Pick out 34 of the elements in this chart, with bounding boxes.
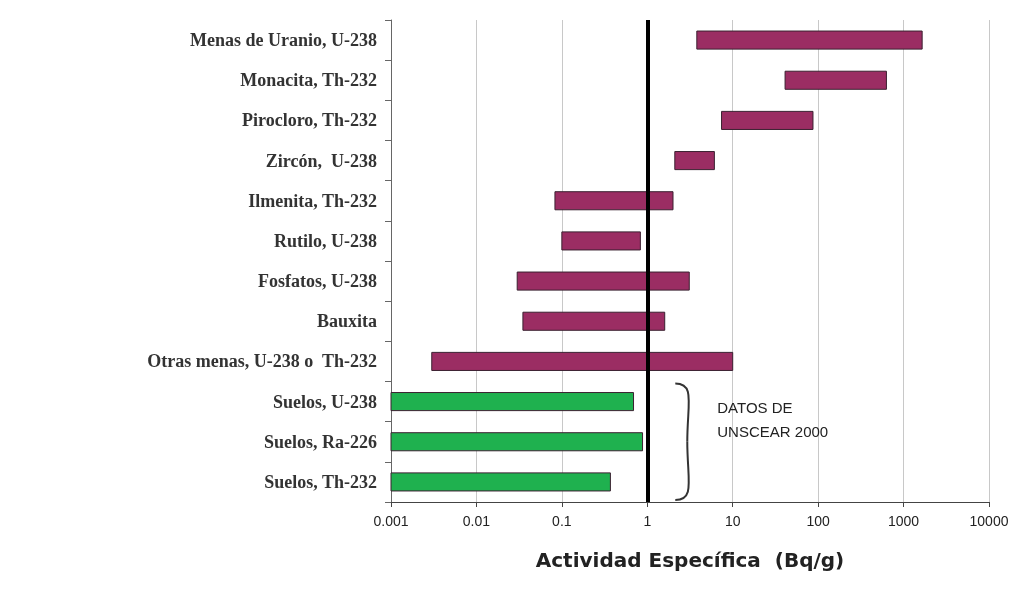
- y-tick-label: Fosfatos, U-238: [258, 271, 377, 292]
- x-tick-label: 1000: [887, 513, 920, 529]
- y-tick-label: Zircón, U-238: [265, 150, 377, 171]
- y-tick-label: Monacita, Th-232: [240, 70, 377, 91]
- x-tick-label: 1: [643, 513, 652, 529]
- y-tick-label: Menas de Uranio, U-238: [190, 30, 377, 51]
- y-tick-label: Ilmenita, Th-232: [248, 190, 377, 211]
- x-tick-label: 0.01: [462, 513, 491, 529]
- bar: [784, 70, 887, 90]
- y-tick-label: Suelos, Ra-226: [263, 431, 377, 452]
- y-tick-label: Pirocloro, Th-232: [242, 110, 377, 131]
- y-tick-label: Rutilo, U-238: [274, 230, 377, 251]
- x-tick-label: 10000: [969, 513, 1009, 529]
- bar: [431, 351, 734, 371]
- y-tick-label: Suelos, Th-232: [264, 471, 377, 492]
- bar: [696, 30, 923, 50]
- x-tick-label: 100: [806, 513, 831, 529]
- bar: [721, 110, 814, 130]
- x-axis-title: Actividad Específica (Bq/g): [535, 548, 845, 572]
- bar: [561, 231, 641, 251]
- bar: [390, 472, 611, 492]
- bar: [674, 151, 715, 171]
- x-tick-label: 10: [724, 513, 741, 529]
- y-tick-label: Suelos, U-238: [272, 391, 377, 412]
- annotation: DATOS DE UNSCEAR 2000: [717, 399, 829, 441]
- bar: [522, 311, 666, 331]
- bar: [390, 392, 635, 412]
- y-tick-label: Otras menas, U-238 o Th-232: [147, 351, 377, 372]
- y-tick-label: Bauxita: [316, 311, 377, 332]
- x-tick-label: 0.001: [373, 513, 409, 529]
- x-tick-label: 0.1: [552, 513, 572, 529]
- bar: [516, 271, 690, 291]
- bar: [554, 191, 674, 211]
- bar: [390, 432, 644, 452]
